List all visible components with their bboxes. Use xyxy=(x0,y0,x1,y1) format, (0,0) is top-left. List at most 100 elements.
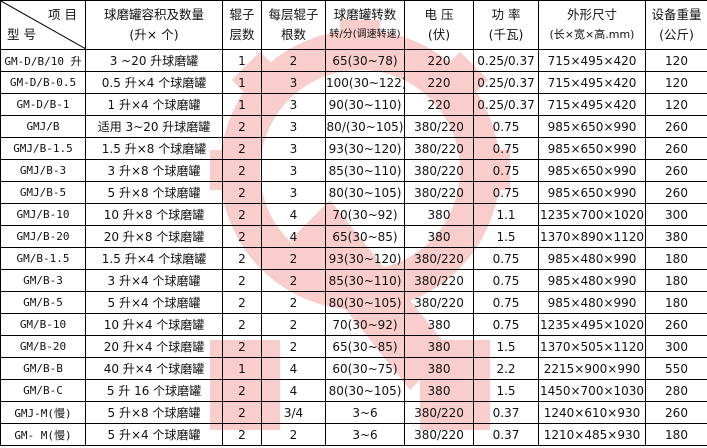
table-cell: 85(30~110) xyxy=(325,159,405,182)
table-cell: 380 xyxy=(404,225,474,248)
table-cell: 4 xyxy=(261,203,326,226)
table-cell: 3 xyxy=(261,159,326,182)
table-cell: 65(30~85) xyxy=(325,335,405,358)
table-cell: 0.25/0.37 xyxy=(473,71,539,94)
table-cell: 80(30~105) xyxy=(325,379,405,402)
table-cell: 220 xyxy=(404,49,474,72)
table-cell: 2 xyxy=(222,401,262,424)
table-cell: 80(30~105) xyxy=(325,291,405,314)
table-cell: 715×495×420 xyxy=(538,49,646,72)
table-cell: 2 xyxy=(222,181,262,204)
model-cell: GM-D/B/10 升 xyxy=(0,49,86,72)
table-cell: 65(30~85) xyxy=(325,225,405,248)
table-cell: 1.5 升×8 个球磨罐 xyxy=(85,137,223,160)
column-header: 功 率 (千瓦) xyxy=(473,0,539,50)
table-cell: 280 xyxy=(645,379,707,402)
table-cell: 1 xyxy=(222,93,262,116)
table-cell: 3 xyxy=(261,181,326,204)
table-row: GM/B-5 5 升×4 个球磨罐 2 2 80(30~105) 380/220 0.75 9… xyxy=(0,291,707,314)
table-cell: 715×495×420 xyxy=(538,71,646,94)
table-cell: 0.75 xyxy=(473,159,539,182)
table-cell: 120 xyxy=(645,93,707,116)
table-cell: 80(30~105) xyxy=(325,181,405,204)
table-row: GMJ/B 适用 3~20 升球磨罐 2 3 80/(30~105) 380/220 0.7… xyxy=(0,115,707,138)
header-row: 项 目 型 号 球磨罐容积及数量 (升× 个) 辊子 层数 每层辊子 根数 球磨罐转数… xyxy=(0,0,707,50)
table-cell: 65(30~78) xyxy=(325,49,405,72)
table-cell: 20 升×8 个球磨罐 xyxy=(85,225,223,248)
table-cell: 380/220 xyxy=(404,401,474,424)
table-cell: 3 升×8 个球磨罐 xyxy=(85,159,223,182)
column-header: 辊子 层数 xyxy=(222,0,262,50)
table-cell: 0.5 升×4 个球磨罐 xyxy=(85,71,223,94)
table-cell: 1235×495×1020 xyxy=(538,313,646,336)
table-row: GMJ/B-5 5 升×8 个球磨罐 2 3 80(30~105) 380/220 0.75… xyxy=(0,181,707,204)
table-cell: 2 xyxy=(222,225,262,248)
table-cell: 0.75 xyxy=(473,247,539,270)
table-cell: 2 xyxy=(261,291,326,314)
model-cell: GMJ/B-20 xyxy=(0,225,86,248)
table-cell: 100(30~122) xyxy=(325,71,405,94)
table-cell: 60(30~75) xyxy=(325,357,405,380)
table-cell: 5 升 16 个球磨罐 xyxy=(85,379,223,402)
model-cell: GM/B-B xyxy=(0,357,86,380)
table-cell: 3~6 xyxy=(325,423,405,446)
table-cell: 380/220 xyxy=(404,181,474,204)
table-cell: 1235×700×1020 xyxy=(538,203,646,226)
table-cell: 260 xyxy=(645,159,707,182)
column-header: 电 压 (伏) xyxy=(404,0,474,50)
table-cell: 380/220 xyxy=(404,137,474,160)
column-header: 外形尺寸 (长×宽×高.mm) xyxy=(538,0,646,50)
table-cell: 0.75 xyxy=(473,115,539,138)
table-cell: 3 xyxy=(261,137,326,160)
table-cell: 2 xyxy=(222,269,262,292)
table-cell: 5 升×4 个球磨罐 xyxy=(85,291,223,314)
table-cell: 380 xyxy=(645,225,707,248)
table-row: GMJ/B-1.5 1.5 升×8 个球磨罐 2 3 93(30~120) 380/220… xyxy=(0,137,707,160)
table-cell: 2 xyxy=(222,203,262,226)
table-row: GM/B-C 5 升 16 个球磨罐 2 4 80(30~105) 380 1.5 1450×… xyxy=(0,379,707,402)
table-cell: 2 xyxy=(261,269,326,292)
table-cell: 120 xyxy=(645,49,707,72)
table-row: GMJ-M(慢) 5 升×8 个球磨罐 2 3/4 3~6 380/220 0.37 1240… xyxy=(0,401,707,424)
table-cell: 260 xyxy=(645,137,707,160)
model-cell: GM/B-1.5 xyxy=(0,247,86,270)
column-header: 每层辊子 根数 xyxy=(261,0,326,50)
table-cell: 0.25/0.37 xyxy=(473,49,539,72)
table-row: GMJ/B-10 10 升×8 个球磨罐 2 4 70(30~92) 380 1.1 1235… xyxy=(0,203,707,226)
table-cell: 93(30~120) xyxy=(325,247,405,270)
corner-top-label: 项 目 xyxy=(48,7,77,22)
table-cell: 2 xyxy=(261,247,326,270)
table-cell: 985×650×990 xyxy=(538,115,646,138)
table-cell: 4 xyxy=(261,225,326,248)
table-row: GMJ/B-3 3 升×8 个球磨罐 2 3 85(30~110) 380/220 0.75… xyxy=(0,159,707,182)
table-cell: 380/220 xyxy=(404,291,474,314)
table-cell: 1 xyxy=(222,71,262,94)
model-cell: GM- M(慢) xyxy=(0,423,86,446)
model-cell: GM/B-5 xyxy=(0,291,86,314)
table-cell: 380 xyxy=(404,335,474,358)
table-row: GM/B-10 10 升×4 个球磨罐 2 2 70(30~92) 380 0.75 1235… xyxy=(0,313,707,336)
table-cell: 5 升×8 个球磨罐 xyxy=(85,401,223,424)
table-cell: 3 xyxy=(261,115,326,138)
table-cell: 985×480×990 xyxy=(538,247,646,270)
table-cell: 715×495×420 xyxy=(538,93,646,116)
table-cell: 985×650×990 xyxy=(538,181,646,204)
table-cell: 260 xyxy=(645,115,707,138)
table-cell: 2 xyxy=(261,335,326,358)
table-cell: 4 xyxy=(261,379,326,402)
table-cell: 260 xyxy=(645,401,707,424)
table-cell: 380 xyxy=(404,379,474,402)
table-cell: 0.75 xyxy=(473,291,539,314)
table-cell: 180 xyxy=(645,269,707,292)
table-cell: 985×650×990 xyxy=(538,159,646,182)
table-cell: 260 xyxy=(645,313,707,336)
table-cell: 3 xyxy=(261,71,326,94)
diagonal-line xyxy=(1,1,85,49)
table-cell: 1 xyxy=(222,49,262,72)
table-cell: 380/220 xyxy=(404,247,474,270)
table-cell: 0.75 xyxy=(473,137,539,160)
table-cell: 适用 3~20 升球磨罐 xyxy=(85,115,223,138)
model-cell: GMJ/B-10 xyxy=(0,203,86,226)
model-cell: GMJ/B-3 xyxy=(0,159,86,182)
table-cell: 380/220 xyxy=(404,115,474,138)
